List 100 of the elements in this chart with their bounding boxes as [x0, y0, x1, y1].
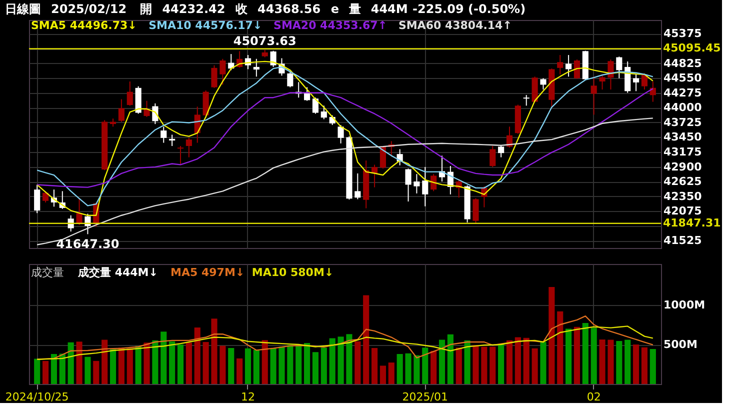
bar [414, 355, 420, 384]
bar [430, 350, 437, 384]
bar [278, 346, 285, 384]
y-tick-label: 500M [664, 338, 698, 352]
bar [532, 348, 538, 384]
bar [220, 346, 226, 384]
candlestick [574, 59, 580, 80]
text: 量 [348, 2, 361, 16]
bar [110, 349, 116, 384]
bar [405, 353, 412, 384]
ref-line-label: 41847.31 [663, 216, 721, 230]
bar [177, 344, 184, 384]
bar [447, 334, 454, 384]
bar [498, 344, 504, 384]
bar [329, 338, 336, 384]
candlestick [523, 94, 530, 106]
bar [456, 348, 462, 384]
bar [34, 358, 40, 384]
y-tick-label: 44825 [664, 56, 702, 70]
bar [438, 340, 446, 384]
text: 2025/02/12 [51, 2, 127, 16]
y-tick-label: 1000M [664, 298, 706, 312]
y-tick-label: 42075 [664, 204, 702, 218]
text: 44368.56 [258, 2, 321, 16]
candlestick [186, 137, 192, 158]
y-tick-label: 44275 [664, 86, 702, 100]
candlestick [590, 76, 597, 116]
bar [371, 348, 378, 384]
bar [118, 348, 124, 384]
bar [540, 342, 546, 384]
candlestick [498, 145, 504, 158]
bar [574, 326, 580, 384]
candlestick [540, 78, 546, 90]
bar [650, 348, 656, 384]
candlestick [270, 50, 276, 68]
y-tick-label: 42350 [664, 190, 702, 203]
candlestick [599, 75, 606, 90]
candlestick [76, 198, 82, 226]
candlestick [34, 184, 40, 214]
candlestick [354, 172, 361, 200]
bar [380, 366, 386, 384]
text: 收 [236, 2, 249, 16]
y-tick-label: 43725 [664, 116, 702, 129]
bar [566, 328, 572, 384]
candlestick [557, 54, 564, 75]
candlestick [144, 100, 150, 118]
bar [194, 327, 200, 384]
candlestick [202, 90, 209, 117]
bar [59, 354, 66, 384]
bar [152, 340, 158, 384]
bar [481, 346, 488, 384]
candlestick [490, 145, 496, 168]
bar [641, 347, 648, 384]
candlestick [414, 174, 420, 194]
bar [422, 348, 428, 384]
bar [632, 344, 640, 384]
candlestick [177, 145, 184, 166]
text: 444M [370, 2, 408, 16]
bar [144, 342, 150, 384]
bar [228, 348, 234, 384]
annotation: 成交量 444M↓ [77, 266, 158, 279]
candlestick [169, 134, 176, 146]
bar [236, 358, 243, 384]
bar [346, 334, 352, 384]
annotation: 41647.30 [56, 237, 120, 252]
bar [253, 350, 260, 384]
y-tick-label: 43450 [664, 130, 702, 144]
bar [548, 287, 555, 384]
bar [490, 346, 496, 384]
candlestick [632, 74, 640, 92]
candlestick [126, 80, 133, 106]
text: -225.09 (-0.50%) [412, 2, 526, 16]
bar [296, 345, 302, 384]
bar [624, 340, 631, 384]
bar [338, 336, 344, 384]
y-tick-label: 41525 [664, 234, 702, 248]
candlestick [320, 105, 327, 120]
bar [262, 340, 268, 384]
text: MA5 497M↓ [170, 266, 245, 279]
annotation: 45073.63 [233, 34, 296, 48]
text: SMA20 44353.67↑ [274, 19, 388, 32]
text: e [330, 2, 340, 16]
candlestick [338, 124, 344, 144]
chart-title: 日線圖 [5, 2, 41, 16]
y-tick-label: 44550 [664, 72, 702, 85]
candlestick [220, 58, 226, 86]
bar [135, 346, 142, 384]
bar [320, 348, 327, 384]
line-series [36, 326, 654, 360]
candlestick [430, 174, 437, 192]
bar [68, 342, 74, 384]
bar [287, 344, 294, 384]
bar [312, 352, 319, 384]
bar [523, 338, 530, 384]
bar [76, 342, 82, 384]
candlestick [641, 72, 648, 90]
bar [270, 348, 276, 384]
bar [590, 328, 597, 384]
bar [464, 340, 470, 384]
text: SMA60 43804.14↑ [398, 19, 512, 32]
